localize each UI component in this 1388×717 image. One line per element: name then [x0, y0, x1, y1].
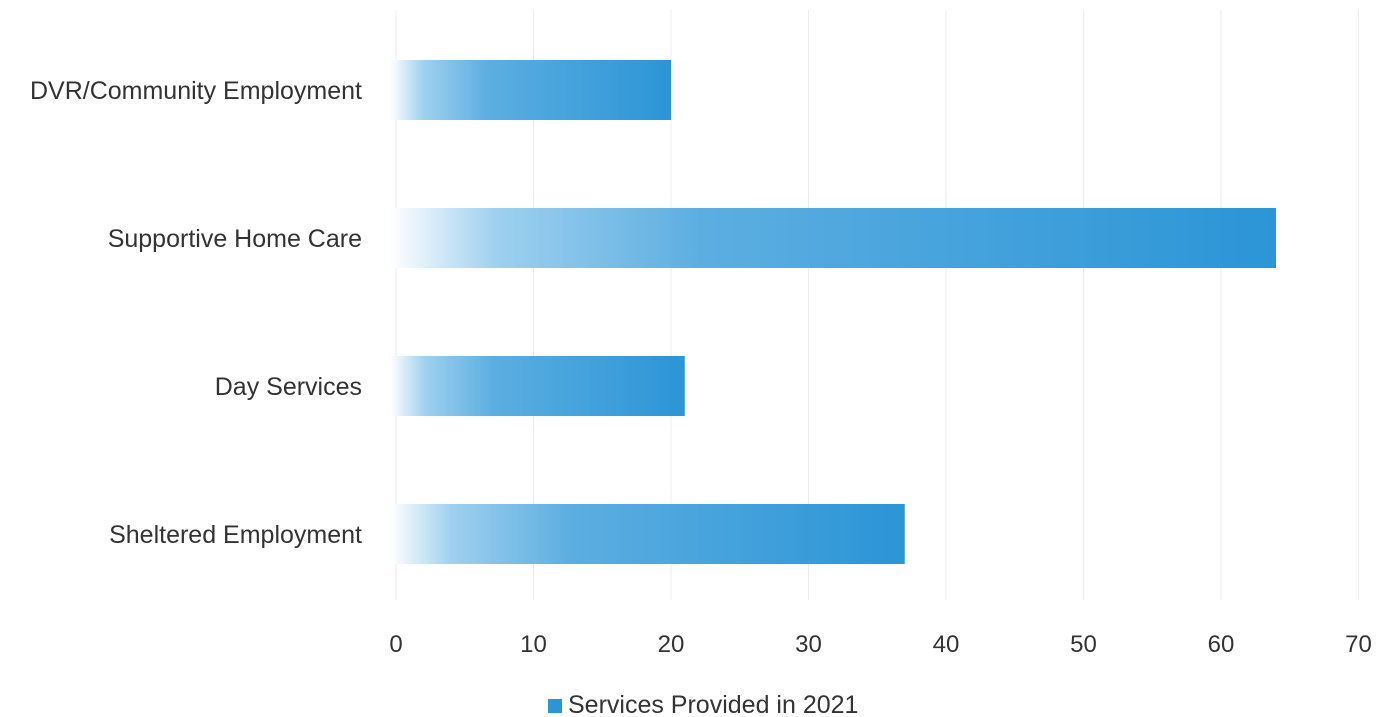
bar: [390, 208, 1276, 268]
bar: [390, 60, 671, 120]
legend-label: Services Provided in 2021: [568, 691, 858, 717]
x-tick-label: 60: [1208, 631, 1235, 658]
category-labels: DVR/Community Employment Supportive Home …: [30, 77, 362, 549]
x-tick-label: 30: [795, 631, 822, 658]
bars: [390, 60, 1276, 564]
bar: [390, 356, 685, 416]
category-label: DVR/Community Employment: [30, 77, 362, 105]
x-tick-label: 10: [520, 631, 547, 658]
bar: [390, 504, 905, 564]
x-tick-label: 50: [1070, 631, 1097, 658]
x-axis-tick-labels: 0 10 20 30 40 50 60 70: [389, 631, 1372, 658]
x-tick-label: 0: [389, 631, 402, 658]
legend: Services Provided in 2021: [548, 691, 858, 717]
category-label: Sheltered Employment: [109, 521, 362, 549]
legend-swatch: [548, 699, 562, 713]
x-tick-label: 40: [933, 631, 960, 658]
category-label: Day Services: [215, 373, 362, 401]
category-label: Supportive Home Care: [108, 225, 362, 253]
x-tick-label: 70: [1345, 631, 1372, 658]
x-tick-label: 20: [658, 631, 685, 658]
